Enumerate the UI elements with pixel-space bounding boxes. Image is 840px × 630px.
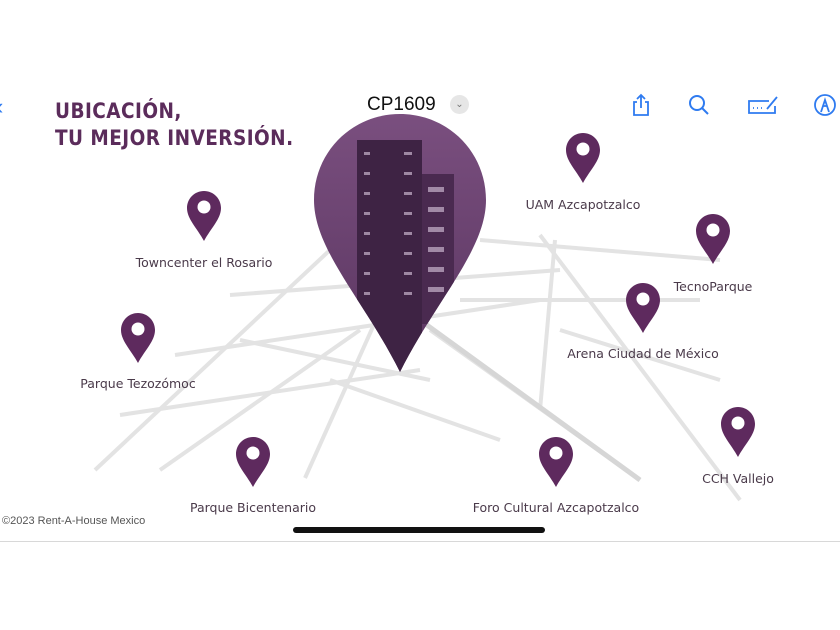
location-label: CCH Vallejo: [702, 471, 774, 486]
title-line-1: UBICACIÓN,: [55, 99, 182, 123]
home-indicator[interactable]: [293, 527, 545, 533]
search-icon[interactable]: [686, 92, 712, 118]
location-label: Arena Ciudad de México: [567, 346, 719, 361]
location-label: Foro Cultural Azcapotzalco: [472, 500, 640, 515]
building-photo-pin: [314, 114, 486, 372]
location-label: Towncenter el Rosario: [135, 255, 273, 270]
map-pin-icon: [626, 283, 660, 333]
map-pin-icon: [721, 407, 755, 457]
title-line-2: TU MEJOR INVERSIÓN.: [55, 126, 294, 150]
map-pin-icon: [236, 437, 270, 487]
map-pin-icon: [187, 191, 221, 241]
location-label: TecnoParque: [673, 279, 753, 294]
map-pin-icon: [566, 133, 600, 183]
back-icon[interactable]: ‹: [0, 94, 3, 120]
chevron-down-icon[interactable]: ⌄: [450, 95, 469, 114]
location-label: Parque Tezozómoc: [80, 376, 196, 391]
share-icon[interactable]: [628, 92, 654, 118]
poster-title: UBICACIÓN, TU MEJOR INVERSIÓN.: [55, 98, 294, 152]
document-title[interactable]: CP1609: [367, 94, 436, 115]
divider: [0, 541, 840, 542]
location-label: UAM Azcapotzalco: [525, 197, 641, 212]
map-pin-icon: [539, 437, 573, 487]
markup-pen-icon[interactable]: [812, 92, 838, 118]
map-pin-icon: [121, 313, 155, 363]
markup-signature-icon[interactable]: [747, 92, 779, 118]
watermark: ©2023 Rent-A-House Mexico: [2, 515, 146, 527]
location-label: Parque Bicentenario: [189, 500, 317, 515]
map-pin-icon: [696, 214, 730, 264]
